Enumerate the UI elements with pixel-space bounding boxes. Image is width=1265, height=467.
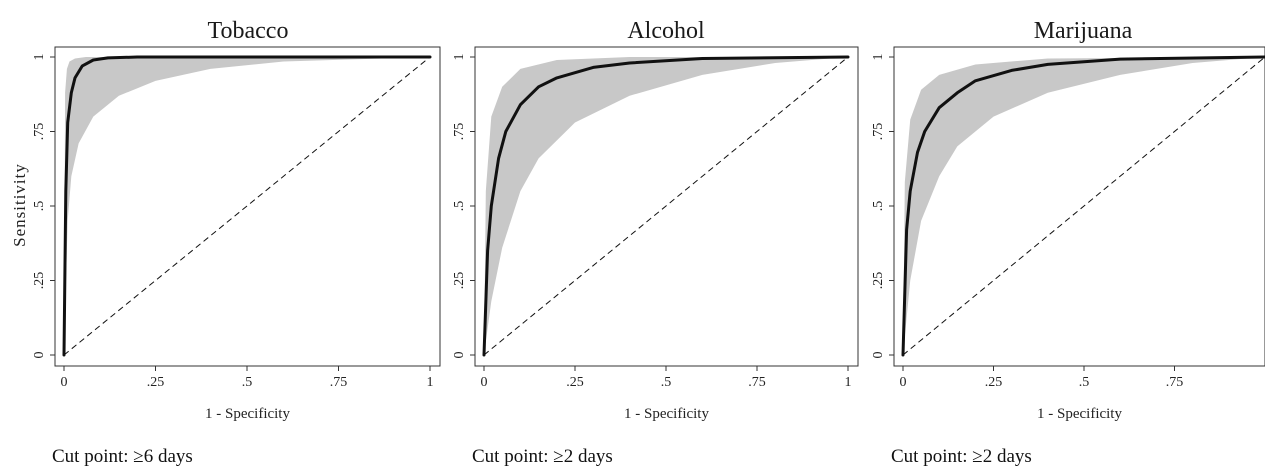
x-tick-label: 0: [900, 375, 907, 390]
x-tick-label: .25: [985, 375, 1003, 390]
reference-line: [483, 56, 849, 356]
x-tick-label: 1: [427, 375, 434, 390]
confidence-band: [903, 57, 1265, 355]
x-tick-label: 1: [845, 375, 852, 390]
reference-line: [63, 56, 431, 356]
y-tick-label: 1: [871, 54, 886, 61]
y-tick-label: 1: [452, 54, 467, 61]
y-tick-label: 0: [452, 352, 467, 359]
y-tick-label: .75: [871, 123, 886, 141]
y-tick-label: .75: [452, 123, 467, 141]
confidence-band: [484, 57, 848, 355]
y-tick-label: .25: [32, 272, 47, 290]
x-tick-label: .5: [242, 375, 253, 390]
x-tick-label: .75: [330, 375, 348, 390]
y-tick-label: 0: [32, 352, 47, 359]
panel-alcohol: Alcohol 0 .25 .5 .75 1 0 .25 .5 .75 1 1 - Specifici…: [452, 18, 859, 467]
y-tick-label: .25: [871, 272, 886, 290]
chart-title-alcohol: Alcohol: [627, 18, 705, 44]
x-tick-label: .5: [1079, 375, 1090, 390]
panel-marijuana: Marijuana 0 .25 .5 .75 1 0 .25 .5 .75 1 - Specific…: [871, 18, 1265, 467]
x-tick-label: 0: [61, 375, 68, 390]
x-axis-label: 1 - Specificity: [205, 406, 290, 422]
y-tick-label: .25: [452, 272, 467, 290]
panel-tobacco: Tobacco 0 .25 .5 .75 1 0 .25 .5 .75 1 1 - Specifici…: [32, 18, 441, 467]
confidence-band: [64, 57, 430, 355]
y-tick-label: 0: [871, 352, 886, 359]
cut-point-label: Cut point: ≥2 days: [472, 446, 613, 467]
x-tick-label: .75: [748, 375, 766, 390]
x-tick-label: .25: [147, 375, 165, 390]
cut-point-label: Cut point: ≥6 days: [52, 446, 193, 467]
roc-curve: [901, 55, 1265, 357]
roc-curve: [62, 55, 432, 357]
cut-point-label: Cut point: ≥2 days: [891, 446, 1032, 467]
x-tick-label: .5: [661, 375, 672, 390]
y-tick-label: .5: [32, 201, 47, 212]
x-tick-label: .25: [566, 375, 584, 390]
chart-title-tobacco: Tobacco: [208, 18, 289, 44]
roc-curve: [482, 55, 850, 357]
chart-title-marijuana: Marijuana: [1034, 18, 1133, 44]
y-axis-label: Sensitivity: [10, 163, 29, 247]
reference-line: [902, 56, 1265, 356]
y-tick-label: .75: [32, 123, 47, 141]
y-tick-label: 1: [32, 54, 47, 61]
x-tick-label: 0: [481, 375, 488, 390]
y-tick-label: .5: [452, 201, 467, 212]
x-axis-label: 1 - Specificity: [624, 406, 709, 422]
y-tick-label: .5: [871, 201, 886, 212]
x-tick-label: .75: [1166, 375, 1184, 390]
x-axis-label: 1 - Specificity: [1037, 406, 1122, 422]
